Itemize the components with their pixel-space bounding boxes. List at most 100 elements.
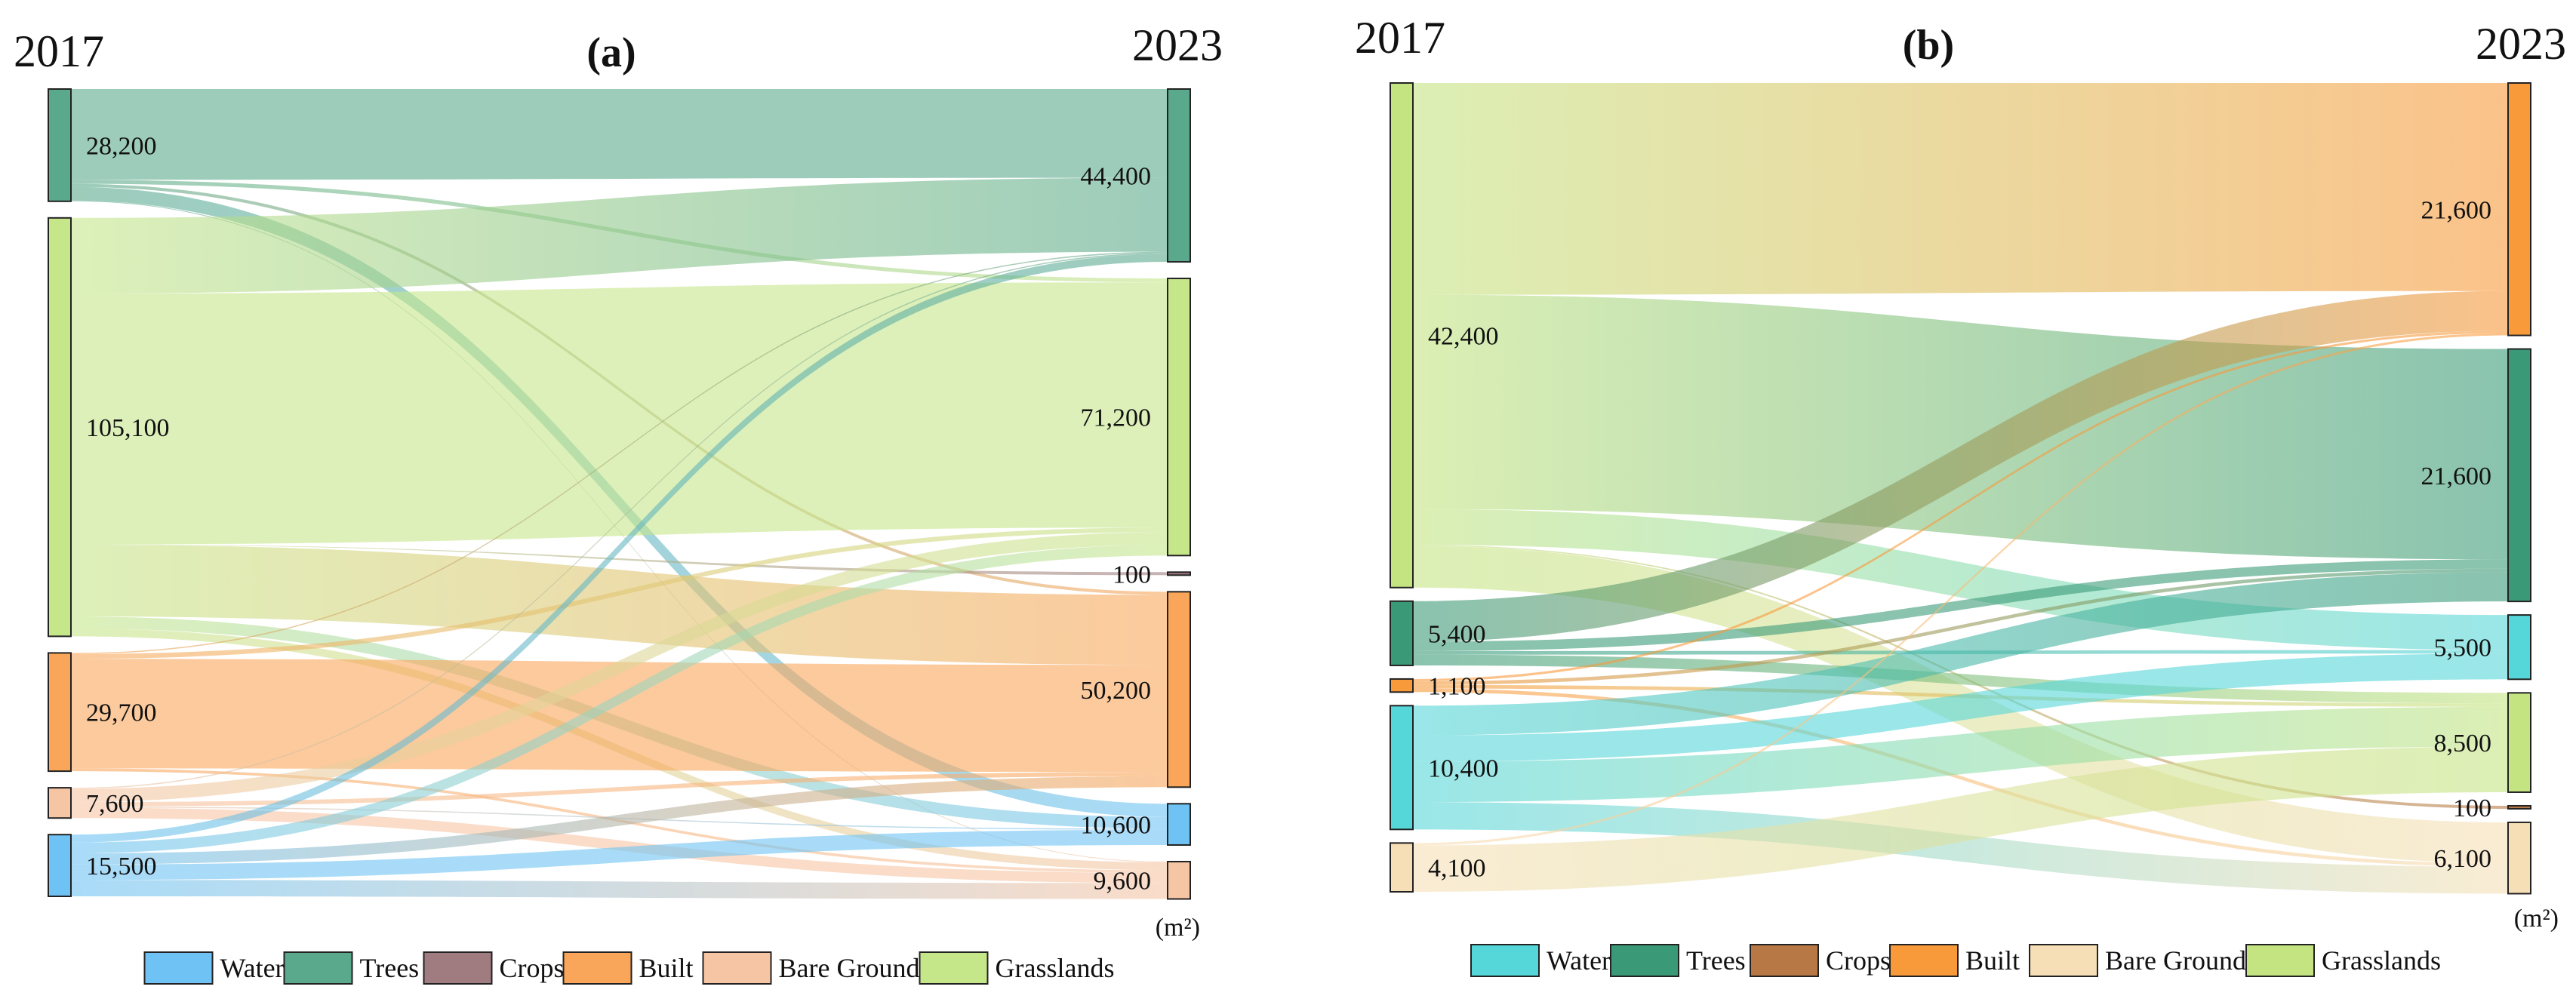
legend-label-trees: Trees bbox=[1686, 945, 1746, 976]
label-2023-bare-ground: 6,100 bbox=[2434, 845, 2492, 873]
flow-bare-ground-to-grasslands bbox=[71, 532, 1168, 803]
panel-a-title: (a) bbox=[586, 29, 636, 76]
node-2017-grasslands bbox=[48, 217, 72, 638]
node-2017-water bbox=[48, 834, 72, 898]
panel-b-links bbox=[1413, 83, 2508, 894]
legend-label-built: Built bbox=[639, 953, 694, 983]
legend-label-grasslands: Grasslands bbox=[2322, 945, 2441, 976]
label-2017-built: 1,100 bbox=[1428, 673, 1486, 701]
legend-swatch-grasslands bbox=[919, 951, 989, 985]
flow-water-to-built bbox=[71, 776, 1168, 865]
label-2017-bare-ground: 7,600 bbox=[86, 790, 144, 818]
node-2023-grasslands bbox=[2507, 692, 2531, 793]
flow-grasslands-to-crops bbox=[71, 544, 1168, 576]
panel-b: 2017 (b) 2023 42,400 5,400 1,100 10,400 4,10… bbox=[1355, 13, 2566, 977]
node-2023-built bbox=[2507, 82, 2531, 337]
legend-swatch-bare-ground bbox=[2029, 944, 2098, 977]
label-2017-built: 29,700 bbox=[86, 699, 157, 727]
legend-swatch-water bbox=[1470, 944, 1540, 977]
flow-trees-to-trees bbox=[1413, 559, 2508, 652]
legend-swatch-trees bbox=[1610, 944, 1679, 977]
legend-label-crops: Crops bbox=[1826, 945, 1891, 976]
panel-b-unit: (m²) bbox=[2514, 905, 2559, 933]
flow-bare-ground-to-built bbox=[1413, 333, 2508, 846]
flow-trees-to-trees bbox=[71, 89, 1168, 180]
flow-built-to-grasslands bbox=[71, 527, 1168, 659]
flow-built-to-trees bbox=[71, 251, 1168, 654]
flow-grasslands-to-built bbox=[1413, 83, 2508, 295]
node-2023-trees bbox=[1167, 88, 1191, 263]
panel-a-legend: Water Trees Crops Built Bare Ground Grassland… bbox=[143, 951, 1115, 985]
node-2023-built bbox=[1167, 591, 1191, 788]
label-2023-grasslands: 71,200 bbox=[1081, 404, 1152, 432]
flow-bare-ground-to-bare-ground bbox=[71, 807, 1168, 884]
node-2017-water bbox=[1390, 705, 1414, 831]
panel-b-nodes bbox=[1390, 82, 2531, 895]
legend-label-grasslands: Grasslands bbox=[996, 953, 1115, 983]
legend-label-water: Water bbox=[1547, 945, 1611, 976]
flow-bare-ground-to-trees bbox=[71, 253, 1168, 789]
node-2017-bare-ground bbox=[48, 787, 72, 819]
label-2023-water: 10,600 bbox=[1081, 812, 1152, 840]
flow-grasslands-to-built bbox=[71, 545, 1168, 665]
flow-built-to-bare-ground bbox=[1413, 688, 2508, 867]
panel-b-title: (b) bbox=[1903, 22, 1954, 69]
legend-label-bare-ground: Bare Ground bbox=[779, 953, 920, 983]
node-2023-crops bbox=[1167, 571, 1191, 576]
node-2017-trees bbox=[48, 88, 72, 202]
label-2017-water: 10,400 bbox=[1428, 754, 1499, 782]
label-2017-grasslands: 42,400 bbox=[1428, 322, 1499, 350]
legend-label-bare-ground: Bare Ground bbox=[2105, 945, 2246, 976]
flow-built-to-trees bbox=[1413, 568, 2508, 685]
panel-a-unit: (m²) bbox=[1156, 914, 1200, 942]
panel-a: 2017 (a) 2023 28,200 105,100 29,700 7,600 15… bbox=[14, 20, 1223, 985]
node-2017-built bbox=[48, 652, 72, 773]
node-2023-trees bbox=[2507, 348, 2531, 603]
panel-a-left-year: 2017 bbox=[14, 26, 104, 76]
legend-swatch-water bbox=[143, 951, 214, 985]
legend-label-trees: Trees bbox=[360, 953, 420, 983]
legend-label-crops: Crops bbox=[500, 953, 565, 983]
panel-b-legend: Water Trees Crops Built Bare Ground Grassland… bbox=[1470, 944, 2441, 977]
label-2023-grasslands: 8,500 bbox=[2434, 730, 2492, 758]
node-2017-built bbox=[1390, 678, 1414, 693]
panel-b-left-year: 2017 bbox=[1355, 13, 1445, 63]
label-2017-trees: 28,200 bbox=[86, 132, 157, 160]
node-2017-grasslands bbox=[1390, 82, 1414, 589]
legend-swatch-crops bbox=[423, 951, 493, 985]
flow-water-to-bare-ground bbox=[71, 880, 1168, 899]
label-2017-bare-ground: 4,100 bbox=[1428, 855, 1486, 883]
panel-a-links bbox=[71, 89, 1168, 899]
flow-water-to-trees bbox=[1413, 572, 2508, 736]
label-2023-built: 21,600 bbox=[2421, 196, 2492, 224]
node-2023-bare-ground bbox=[1167, 860, 1191, 900]
node-2017-bare-ground bbox=[1390, 842, 1414, 893]
flow-water-to-grasslands bbox=[1413, 706, 2508, 803]
flow-trees-to-grasslands bbox=[1413, 654, 2508, 704]
node-2023-grasslands bbox=[1167, 278, 1191, 557]
node-2017-trees bbox=[1390, 600, 1414, 666]
legend-swatch-crops bbox=[1750, 944, 1819, 977]
flow-water-to-grasslands bbox=[71, 545, 1168, 854]
flow-water-to-water bbox=[1413, 653, 2508, 762]
legend-swatch-grasslands bbox=[2245, 944, 2315, 977]
flow-grasslands-to-grasslands bbox=[71, 282, 1168, 545]
node-2023-water bbox=[1167, 803, 1191, 846]
legend-swatch-built bbox=[1889, 944, 1959, 977]
flow-water-to-bare-ground bbox=[1413, 802, 2508, 894]
label-2017-grasslands: 105,100 bbox=[86, 414, 170, 442]
panel-b-node-labels: 42,400 5,400 1,100 10,400 4,100 21,600 21,600 5… bbox=[1428, 196, 2491, 882]
label-2017-trees: 5,400 bbox=[1428, 620, 1486, 648]
flow-built-to-built bbox=[1413, 330, 2508, 682]
label-2023-trees: 44,400 bbox=[1081, 163, 1152, 191]
label-2023-crops: 100 bbox=[2453, 794, 2491, 822]
flow-water-to-water bbox=[71, 829, 1168, 880]
legend-swatch-built bbox=[562, 951, 632, 985]
flow-bare-ground-to-built bbox=[71, 772, 1168, 807]
node-2023-water bbox=[2507, 614, 2531, 681]
node-2023-crops bbox=[2507, 804, 2531, 810]
flow-bare-ground-to-grasslands bbox=[1413, 746, 2508, 892]
label-2023-water: 5,500 bbox=[2434, 635, 2492, 662]
legend-swatch-trees bbox=[283, 951, 353, 985]
